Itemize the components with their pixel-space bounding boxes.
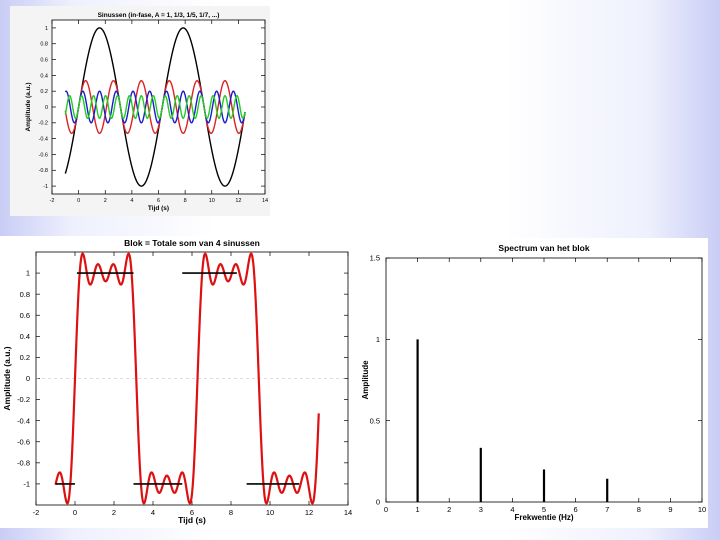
y-tick-label: 1 — [26, 269, 30, 278]
x-tick-label: 1 — [416, 505, 420, 514]
sine-series-line — [64, 79, 246, 135]
y-tick-label: 1 — [376, 335, 380, 344]
sine-series-line — [64, 94, 246, 120]
y-tick-label: 0.8 — [20, 290, 30, 299]
x-axis-label: Tijd (s) — [148, 205, 169, 212]
sines-chart-panel: -2 0 2 4 6 8 10 12 14 -1 -0.8 -0.6 -0.4 -0.2 0 0.2 0.4 0.… — [10, 6, 270, 216]
y-tick-label: 0.2 — [20, 353, 30, 362]
y-tick-label: 1 — [45, 26, 48, 32]
y-tick-label: -0.2 — [17, 395, 30, 404]
x-tick-label: 2 — [104, 198, 107, 204]
y-tick-label: 0.2 — [40, 89, 48, 95]
sine-series-line — [64, 90, 246, 124]
chart-title: Blok = Totale som van 4 sinussen — [124, 238, 260, 248]
y-tick-label: 0.6 — [40, 57, 48, 63]
y-tick-label: 1.5 — [370, 254, 380, 263]
y-axis-label: Amplitude — [361, 360, 370, 400]
y-tick-label: 0.4 — [20, 332, 30, 341]
x-tick-label: -2 — [33, 508, 40, 517]
block-sum-line — [54, 252, 320, 505]
y-tick-label: -0.4 — [17, 416, 30, 425]
block-chart-panel: -2 0 2 4 6 8 10 12 14 -1 -0.8 -0.6 -0.4 -0.2 0 0.2 0.4 0.… — [0, 236, 356, 528]
chart-title: Spectrum van het blok — [498, 243, 589, 253]
x-tick-label: 14 — [262, 198, 268, 204]
x-tick-label: 4 — [510, 505, 514, 514]
x-tick-label: 8 — [637, 505, 641, 514]
plot-frame — [385, 257, 703, 503]
y-tick-label: -0.2 — [39, 121, 48, 127]
spectrum-chart-panel: 0 1 2 3 4 5 6 7 8 9 10 0 0.5 1 1.5 Spectrum van het blo… — [356, 238, 708, 528]
x-tick-label: 6 — [157, 198, 160, 204]
y-tick-label: -0.8 — [17, 458, 30, 467]
x-tick-label: 2 — [447, 505, 451, 514]
sine-series-line — [64, 27, 246, 187]
x-tick-label: 9 — [668, 505, 672, 514]
sines-chart: -2 0 2 4 6 8 10 12 14 -1 -0.8 -0.6 -0.4 -0.2 0 0.2 0.4 0.… — [25, 12, 268, 212]
y-tick-label: -0.8 — [39, 168, 48, 174]
x-tick-label: 6 — [574, 505, 578, 514]
x-tick-label: 12 — [235, 198, 241, 204]
y-tick-label: 0.6 — [20, 311, 30, 320]
block-chart: -2 0 2 4 6 8 10 12 14 -1 -0.8 -0.6 -0.4 -0.2 0 0.2 0.4 0.… — [2, 238, 352, 525]
y-tick-label: -1 — [23, 480, 30, 489]
x-axis-label: Tijd (s) — [178, 515, 206, 525]
x-tick-label: 10 — [698, 505, 706, 514]
x-tick-label: 8 — [184, 198, 187, 204]
chart-title: Sinussen (in-fase, A = 1, 1/3, 1/5, 1/7,… — [98, 12, 220, 19]
x-tick-label: 4 — [151, 508, 155, 517]
y-tick-label: 0.4 — [40, 73, 48, 79]
x-axis-label: Frekwentie (Hz) — [514, 513, 573, 522]
x-tick-label: 10 — [209, 198, 215, 204]
x-tick-label: 8 — [229, 508, 233, 517]
x-tick-label: 12 — [305, 508, 313, 517]
x-tick-label: 14 — [344, 508, 352, 517]
y-tick-label: -0.6 — [39, 152, 48, 158]
x-tick-label: 0 — [73, 508, 77, 517]
x-tick-label: 10 — [266, 508, 274, 517]
y-tick-label: 0 — [45, 105, 48, 111]
y-tick-label: 0.8 — [40, 42, 48, 48]
x-tick-label: 0 — [77, 198, 80, 204]
x-tick-label: 7 — [605, 505, 609, 514]
x-tick-label: 2 — [112, 508, 116, 517]
y-tick-label: -0.4 — [39, 137, 48, 143]
y-tick-label: -1 — [43, 184, 48, 190]
x-tick-label: -2 — [50, 198, 55, 204]
x-tick-label: 4 — [130, 198, 133, 204]
y-tick-label: 0 — [376, 498, 380, 507]
x-tick-label: 5 — [542, 505, 546, 514]
y-axis-label: Amplitude (a.u.) — [25, 82, 32, 131]
y-tick-label: 0.5 — [370, 416, 380, 425]
y-tick-label: 0 — [26, 374, 30, 383]
y-axis-label: Amplitude (a.u.) — [2, 346, 12, 410]
y-tick-label: -0.6 — [17, 437, 30, 446]
x-tick-label: 6 — [190, 508, 194, 517]
spectrum-chart: 0 1 2 3 4 5 6 7 8 9 10 0 0.5 1 1.5 Spectrum van het blo… — [361, 243, 706, 522]
x-tick-label: 3 — [479, 505, 483, 514]
x-tick-label: 0 — [384, 505, 388, 514]
